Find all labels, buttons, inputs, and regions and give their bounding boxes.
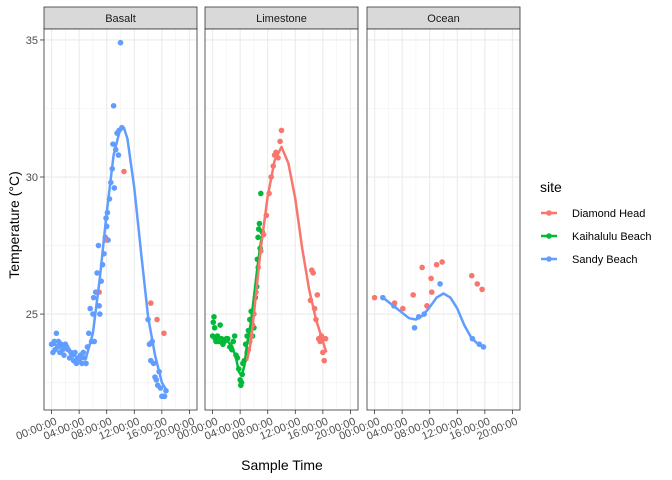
y-tick-label: 25	[26, 309, 38, 321]
point-diamond-head	[468, 272, 475, 279]
panel-border	[204, 28, 359, 411]
point-sandy-beach	[157, 385, 164, 391]
point-kaihalulu-beach	[231, 333, 238, 339]
panel-border	[366, 28, 521, 411]
point-sandy-beach	[53, 330, 60, 337]
point-diamond-head	[161, 330, 167, 337]
point-diamond-head	[474, 281, 481, 287]
point-kaihalulu-beach	[217, 322, 223, 328]
point-kaihalulu-beach	[238, 379, 245, 386]
trend-line-diamond-head	[245, 145, 328, 361]
point-kaihalulu-beach	[210, 319, 217, 326]
point-diamond-head	[121, 168, 127, 175]
point-sandy-beach	[161, 393, 168, 400]
point-sandy-beach	[83, 360, 89, 367]
panel-ocean: Ocean00:00:0004:00:0008:00:0012:00:0016:…	[338, 6, 521, 443]
point-sandy-beach	[90, 294, 97, 301]
trend-line-sandy-beach	[51, 126, 168, 392]
point-diamond-head	[314, 292, 321, 298]
point-sandy-beach	[150, 360, 157, 367]
point-sandy-beach	[110, 102, 117, 109]
legend: site Diamond Head Kaihalulu Beach Sandy Be…	[540, 179, 652, 266]
point-diamond-head	[400, 305, 406, 312]
panels-layer: Basalt00:00:0004:00:0008:00:0012:00:0016…	[15, 6, 521, 443]
point-sandy-beach	[80, 349, 87, 356]
point-sandy-beach	[110, 141, 116, 147]
strip-label: Ocean	[427, 13, 459, 25]
y-tick-label: 30	[26, 172, 38, 184]
point-sandy-beach	[85, 330, 92, 337]
point-sandy-beach	[95, 242, 102, 249]
point-kaihalulu-beach	[211, 324, 218, 331]
point-sandy-beach	[411, 324, 418, 331]
point-sandy-beach	[79, 360, 85, 367]
x-axis-title: Sample Time	[241, 457, 323, 473]
point-diamond-head	[321, 357, 328, 364]
panel-limestone: Limestone00:00:0004:00:0008:00:0012:00:0…	[176, 6, 359, 443]
point-diamond-head	[433, 261, 440, 268]
legend-entry-sandy-beach: Sandy Beach	[541, 254, 637, 266]
point-diamond-head	[277, 138, 283, 145]
panel-basalt: Basalt00:00:0004:00:0008:00:0012:00:0016…	[15, 6, 198, 443]
point-diamond-head	[322, 335, 329, 342]
point-sandy-beach	[94, 270, 100, 276]
legend-title: site	[540, 179, 562, 195]
y-tick-label: 35	[26, 35, 38, 47]
point-diamond-head	[479, 286, 485, 293]
trend-line-sandy-beach	[382, 292, 485, 349]
point-diamond-head	[410, 292, 416, 298]
point-diamond-head	[419, 264, 425, 271]
panel-border	[43, 28, 198, 411]
legend-label: Diamond Head	[572, 208, 645, 220]
point-kaihalulu-beach	[230, 338, 237, 345]
point-diamond-head	[439, 259, 445, 265]
point-kaihalulu-beach	[211, 314, 217, 320]
strip-label: Limestone	[256, 13, 307, 25]
legend-key-point	[546, 233, 552, 239]
legend-entry-kaihalulu-beach: Kaihalulu Beach	[541, 231, 652, 243]
point-sandy-beach	[87, 305, 93, 312]
point-sandy-beach	[111, 185, 118, 191]
point-diamond-head	[148, 300, 154, 306]
point-diamond-head	[320, 349, 326, 356]
trend-line-kaihalulu-beach	[212, 231, 265, 377]
legend-label: Kaihalulu Beach	[572, 231, 652, 243]
point-sandy-beach	[91, 338, 98, 345]
point-diamond-head	[371, 294, 378, 301]
point-sandy-beach	[115, 152, 122, 158]
strip-label: Basalt	[105, 13, 136, 25]
point-kaihalulu-beach	[255, 234, 261, 241]
point-kaihalulu-beach	[256, 220, 263, 227]
legend-key-point	[546, 210, 552, 216]
point-diamond-head	[428, 289, 435, 295]
legend-key-point	[546, 256, 552, 262]
point-kaihalulu-beach	[258, 190, 264, 197]
point-sandy-beach	[61, 352, 67, 358]
point-diamond-head	[278, 127, 285, 134]
point-sandy-beach	[153, 377, 160, 383]
point-sandy-beach	[51, 338, 58, 345]
point-sandy-beach	[437, 281, 443, 287]
point-diamond-head	[428, 275, 434, 282]
point-diamond-head	[310, 270, 317, 276]
legend-label: Sandy Beach	[572, 254, 637, 266]
point-sandy-beach	[117, 39, 124, 46]
legend-entry-diamond-head: Diamond Head	[541, 208, 645, 220]
y-axis-title: Temperature (°C)	[6, 171, 22, 279]
point-diamond-head	[154, 316, 160, 323]
point-sandy-beach	[97, 311, 103, 317]
